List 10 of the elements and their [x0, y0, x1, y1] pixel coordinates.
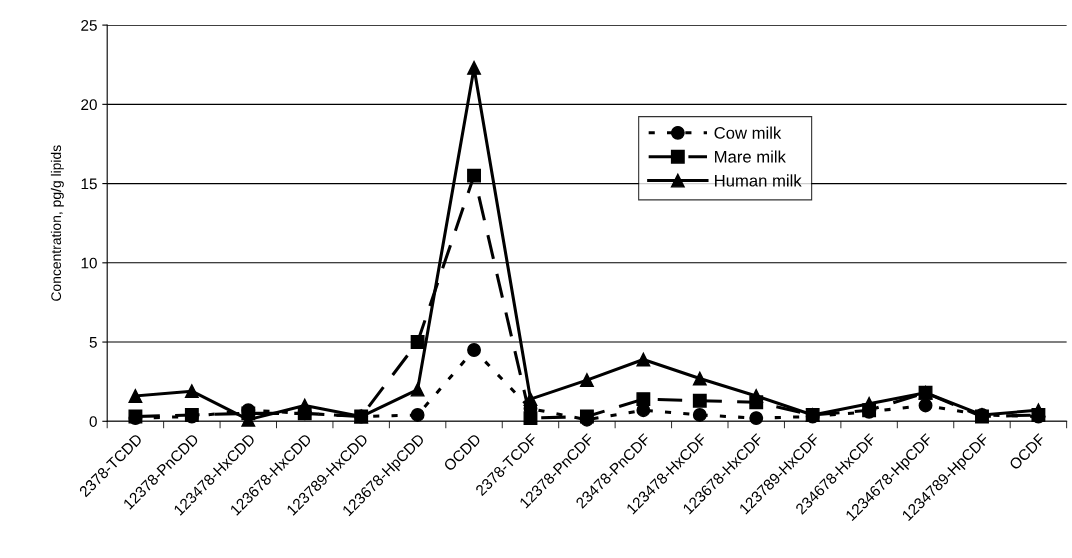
y-tick-label: 0: [89, 416, 97, 427]
y-tick-label: 25: [81, 19, 97, 31]
legend-label: Cow milk: [714, 126, 782, 139]
legend-label: Mare milk: [715, 150, 786, 163]
y-tick-label: 20: [81, 99, 97, 111]
y-tick-label: 10: [81, 257, 97, 269]
y-axis-title: Concentration, pg/g lipids: [50, 145, 64, 301]
legend-label: Human milk: [715, 174, 802, 187]
y-tick-label: 15: [81, 178, 97, 190]
y-tick-label: 5: [89, 337, 97, 348]
